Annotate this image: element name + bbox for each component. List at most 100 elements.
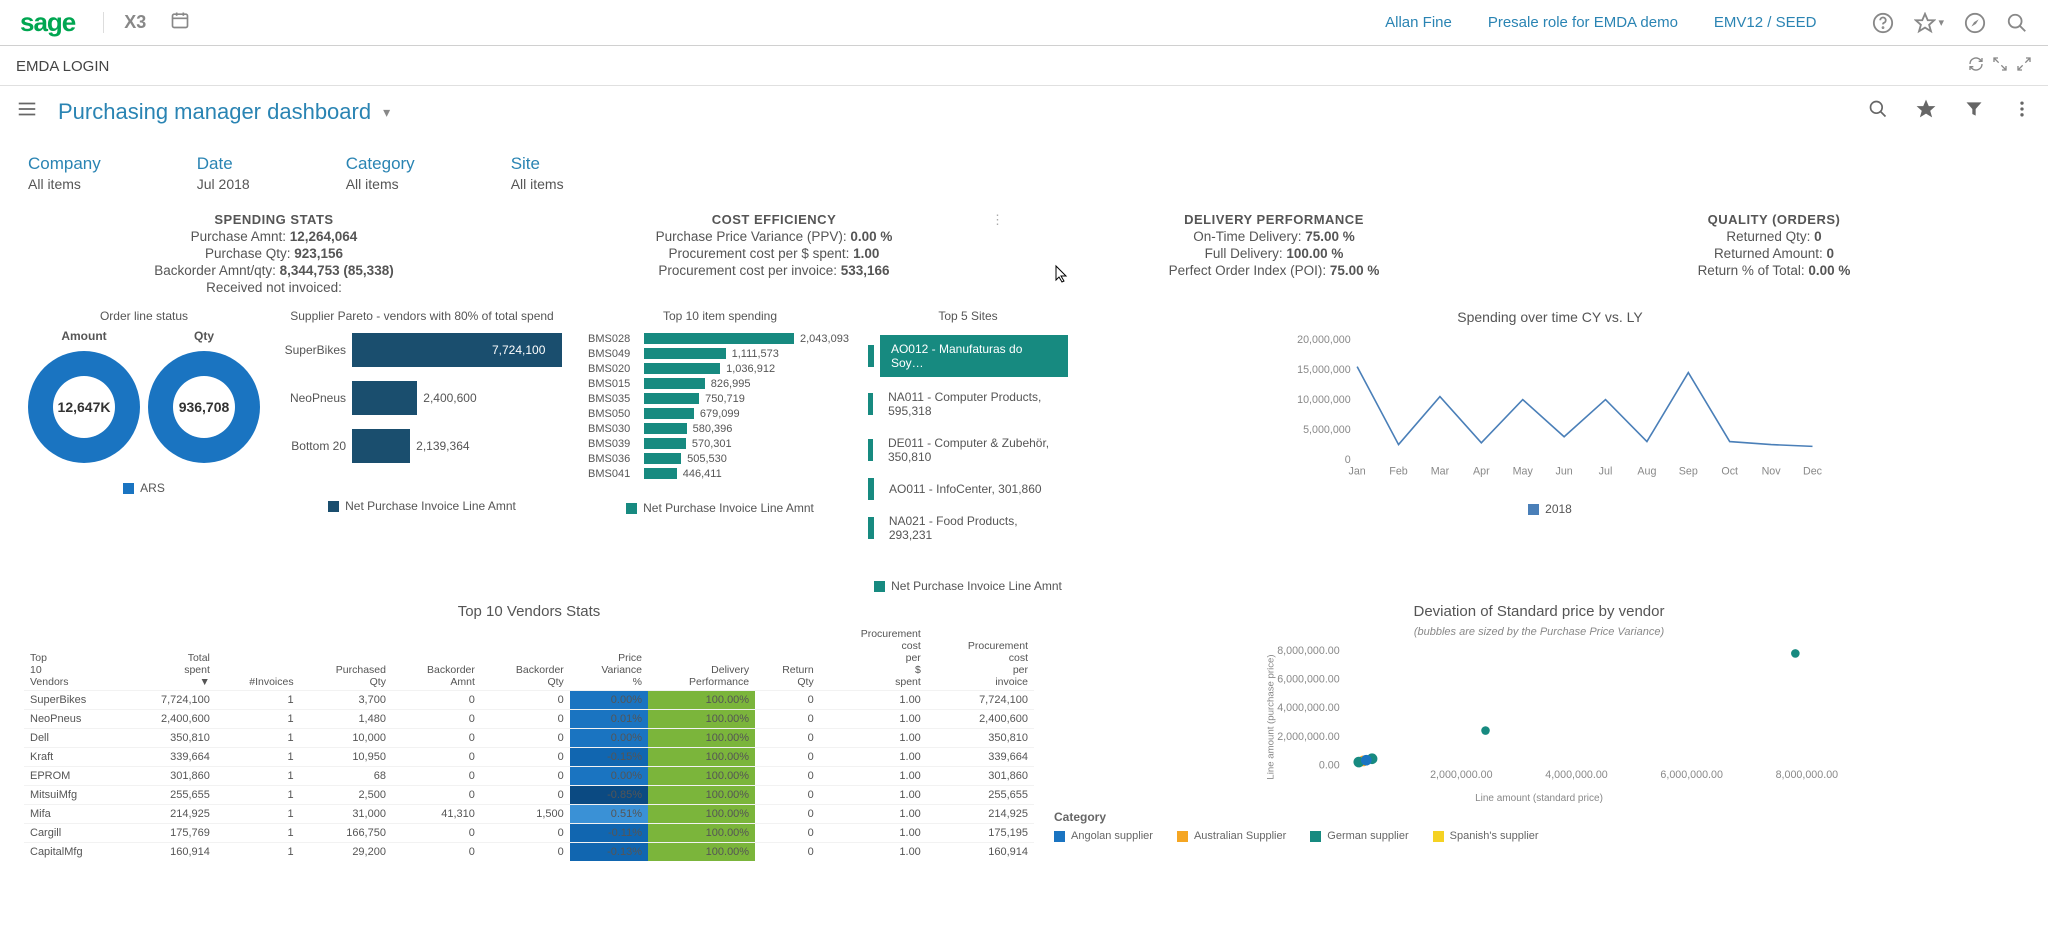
legend: 2018: [1076, 502, 2024, 516]
scatter-chart[interactable]: 8,000,000.006,000,000.004,000,000.002,00…: [1054, 642, 2024, 792]
item-bar[interactable]: BMS015826,995: [588, 376, 852, 391]
table-row[interactable]: SuperBikes7,724,10013,700000.00%100.00%0…: [24, 691, 1034, 710]
item-bar[interactable]: BMS0491,111,573: [588, 346, 852, 361]
site-label: AO012 - Manufaturas do Soy…: [880, 335, 1068, 377]
category-item[interactable]: Australian Supplier: [1177, 830, 1286, 842]
category-label: Spanish's supplier: [1450, 830, 1539, 842]
table-row[interactable]: NeoPneus2,400,60011,480000.01%100.00%01.…: [24, 710, 1034, 729]
trend-chart[interactable]: 20,000,00015,000,00010,000,0005,000,0000…: [1076, 331, 2024, 481]
top-sites-panel: Top 5 Sites AO012 - Manufaturas do Soy…N…: [868, 309, 1068, 593]
table-header[interactable]: Procurementcostperinvoice: [927, 626, 1034, 691]
search-icon[interactable]: [2006, 12, 2028, 34]
table-header[interactable]: Top10Vendors: [24, 626, 125, 691]
refresh-icon[interactable]: [1968, 56, 1984, 77]
vendor-table[interactable]: Top10VendorsTotalspent ▼#InvoicesPurchas…: [24, 626, 1034, 861]
svg-text:4,000,000.00: 4,000,000.00: [1277, 702, 1340, 714]
table-header[interactable]: PriceVariance%: [570, 626, 648, 691]
category-item[interactable]: Spanish's supplier: [1433, 830, 1539, 842]
table-row[interactable]: MitsuiMfg255,65512,50000-0.85%100.00%01.…: [24, 786, 1034, 805]
table-row[interactable]: Mifa214,925131,00041,3101,5000.51%100.00…: [24, 805, 1034, 824]
dashboard-bar: Purchasing manager dashboard ▾: [0, 86, 2048, 138]
star-icon[interactable]: ▾: [1914, 12, 1944, 34]
svg-text:2,000,000.00: 2,000,000.00: [1277, 731, 1340, 743]
scatter-panel: Deviation of Standard price by vendor (b…: [1054, 603, 2024, 861]
table-row[interactable]: Cargill175,7691166,75000-0.11%100.00%01.…: [24, 824, 1034, 843]
filter-date[interactable]: Date Jul 2018: [197, 154, 250, 192]
item-bar[interactable]: BMS039570,301: [588, 436, 852, 451]
table-cell: 1.00: [820, 748, 927, 767]
item-bar[interactable]: BMS030580,396: [588, 421, 852, 436]
expand-icon[interactable]: [2016, 56, 2032, 77]
pareto-bar[interactable]: SuperBikes 7,724,100: [280, 333, 564, 367]
table-header[interactable]: PurchasedQty: [300, 626, 392, 691]
env-link[interactable]: EMV12 / SEED: [1714, 14, 1817, 31]
table-cell: 29,200: [300, 843, 392, 862]
dash-filter-icon[interactable]: [1964, 99, 1984, 125]
category-item[interactable]: Angolan supplier: [1054, 830, 1153, 842]
table-cell: 175,195: [927, 824, 1034, 843]
bar-label: BMS020: [588, 363, 644, 375]
donut-label: 12,647K: [58, 399, 111, 415]
pareto-bar[interactable]: Bottom 202,139,364: [280, 429, 564, 463]
donut-amount[interactable]: Amount 12,647K: [28, 329, 140, 463]
table-cell: Mifa: [24, 805, 125, 824]
dashboard-dropdown-icon[interactable]: ▾: [383, 104, 390, 121]
site-row[interactable]: DE011 - Computer & Zubehör, 350,810: [868, 431, 1068, 469]
filter-category[interactable]: Category All items: [346, 154, 415, 192]
table-header[interactable]: Procurementcostper$spent: [820, 626, 927, 691]
table-header[interactable]: DeliveryPerformance: [648, 626, 755, 691]
table-header[interactable]: BackorderQty: [481, 626, 570, 691]
user-link[interactable]: Allan Fine: [1385, 14, 1452, 31]
table-cell: 1.00: [820, 767, 927, 786]
dash-search-icon[interactable]: [1868, 99, 1888, 125]
table-row[interactable]: Kraft339,664110,95000-0.15%100.00%01.003…: [24, 748, 1034, 767]
svg-text:8,000,000.00: 8,000,000.00: [1277, 645, 1340, 657]
category-item[interactable]: German supplier: [1310, 830, 1408, 842]
bar-label: SuperBikes: [280, 343, 352, 357]
item-bar[interactable]: BMS020 1,036,912: [588, 361, 852, 376]
table-header[interactable]: BackorderAmnt: [392, 626, 481, 691]
svg-text:Jun: Jun: [1555, 466, 1572, 478]
help-icon[interactable]: [1872, 12, 1894, 34]
compass-icon[interactable]: [1964, 12, 1986, 34]
menu-icon[interactable]: [16, 98, 38, 126]
table-row[interactable]: CapitalMfg160,914129,20000-0.13%100.00%0…: [24, 843, 1034, 862]
calendar-icon[interactable]: [170, 10, 190, 36]
item-bar[interactable]: BMS041446,411: [588, 466, 852, 481]
bar-value: 679,099: [700, 408, 740, 420]
bar-value: 7,724,100: [492, 343, 545, 357]
table-row[interactable]: EPROM301,860168000.00%100.00%01.00301,86…: [24, 767, 1034, 786]
svg-text:10,000,000: 10,000,000: [1297, 394, 1351, 406]
item-bar[interactable]: BMS036505,530: [588, 451, 852, 466]
site-row[interactable]: AO012 - Manufaturas do Soy…: [868, 335, 1068, 377]
table-header[interactable]: #Invoices: [216, 626, 300, 691]
panel-menu-icon[interactable]: ⋮: [991, 212, 1004, 228]
dash-more-icon[interactable]: [2012, 99, 2032, 125]
table-cell: 1,480: [300, 710, 392, 729]
item-bar[interactable]: BMS0282,043,093: [588, 331, 852, 346]
site-row[interactable]: AO011 - InfoCenter, 301,860: [868, 477, 1068, 501]
table-header[interactable]: Totalspent ▼: [125, 626, 216, 691]
bar-value: 1,036,912: [726, 363, 775, 375]
bar-label: Bottom 20: [280, 439, 352, 453]
donut-qty[interactable]: Qty 936,708: [148, 329, 260, 463]
role-link[interactable]: Presale role for EMDA demo: [1488, 14, 1678, 31]
site-row[interactable]: NA011 - Computer Products, 595,318: [868, 385, 1068, 423]
dash-star-icon[interactable]: [1916, 99, 1936, 125]
dashboard-title[interactable]: Purchasing manager dashboard: [58, 99, 371, 125]
item-bar[interactable]: BMS035750,719: [588, 391, 852, 406]
table-cell: 0: [392, 786, 481, 805]
filter-site[interactable]: Site All items: [511, 154, 564, 192]
table-cell: 0: [392, 729, 481, 748]
stats-head: COST EFFICIENCY: [524, 212, 1024, 227]
table-cell: 166,750: [300, 824, 392, 843]
collapse-icon[interactable]: [1992, 56, 2008, 77]
table-header[interactable]: ReturnQty: [755, 626, 820, 691]
pareto-bar[interactable]: NeoPneus2,400,600: [280, 381, 564, 415]
table-cell: EPROM: [24, 767, 125, 786]
filter-company[interactable]: Company All items: [28, 154, 101, 192]
table-row[interactable]: Dell350,810110,000000.00%100.00%01.00350…: [24, 729, 1034, 748]
top-bar: sage X3 Allan Fine Presale role for EMDA…: [0, 0, 2048, 46]
site-row[interactable]: NA021 - Food Products, 293,231: [868, 509, 1068, 547]
item-bar[interactable]: BMS050679,099: [588, 406, 852, 421]
